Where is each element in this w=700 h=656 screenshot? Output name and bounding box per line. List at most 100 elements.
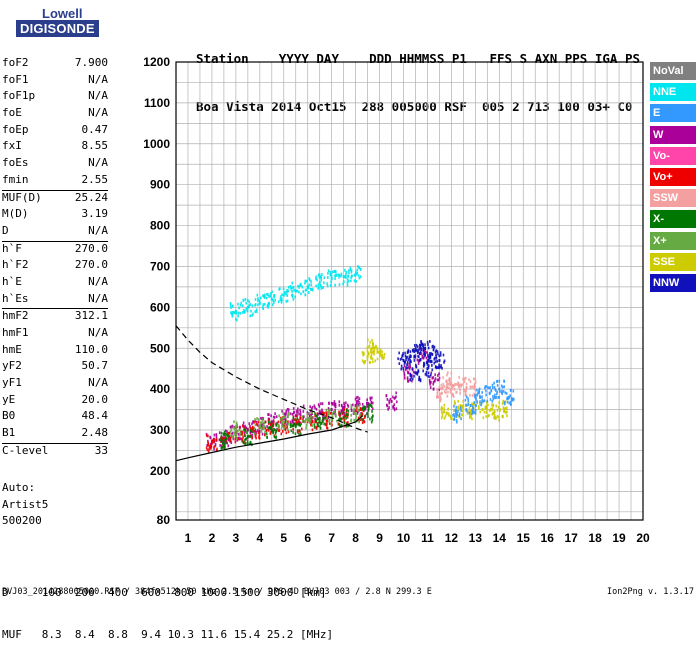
data-point-scatter — [328, 419, 330, 423]
data-point-scatter — [480, 403, 482, 407]
data-point-scatter — [443, 416, 446, 420]
param-value: N/A — [88, 376, 108, 390]
data-point-scatter — [429, 380, 431, 384]
data-point-scatter — [243, 441, 246, 444]
data-point-scatter — [425, 361, 428, 365]
data-point-scatter — [275, 422, 277, 426]
data-point-scatter — [388, 406, 390, 409]
data-point-scatter — [292, 423, 295, 427]
data-point-scatter — [270, 423, 272, 426]
data-point-scatter — [229, 425, 232, 429]
data-point-scatter — [298, 286, 300, 289]
data-point-scatter — [267, 426, 270, 430]
data-point-scatter — [288, 412, 290, 416]
data-point-scatter — [436, 388, 438, 391]
data-point-scatter — [427, 366, 430, 369]
data-point-scatter — [358, 397, 361, 401]
legend-item: SSE — [650, 252, 696, 271]
data-point-scatter — [402, 352, 404, 355]
data-point-scatter — [440, 416, 443, 420]
data-point-scatter — [355, 402, 358, 406]
data-point-scatter — [451, 392, 454, 396]
data-point-scatter — [402, 369, 405, 372]
data-point-scatter — [286, 425, 289, 429]
data-point-scatter — [209, 444, 212, 448]
data-point-scatter — [316, 278, 318, 282]
data-point-scatter — [284, 412, 287, 416]
data-point-scatter — [248, 422, 251, 426]
data-point-scatter — [294, 432, 297, 436]
param-value: 25.24 — [74, 190, 108, 204]
data-point-scatter — [325, 408, 328, 412]
data-point-scatter — [264, 420, 267, 424]
data-point-scatter — [210, 445, 213, 449]
data-point-scatter — [208, 445, 211, 448]
data-point-scatter — [422, 356, 425, 360]
data-point-scatter — [279, 418, 282, 421]
data-point-scatter — [245, 426, 248, 430]
data-point-scatter — [241, 424, 244, 428]
data-point-scatter — [343, 418, 346, 422]
data-point-scatter — [388, 401, 391, 405]
data-point-scatter — [236, 425, 238, 428]
data-point-scatter — [237, 311, 240, 315]
data-point-scatter — [423, 363, 426, 367]
data-point-scatter — [510, 388, 512, 392]
data-point-scatter — [436, 391, 439, 395]
data-point-scatter — [358, 400, 360, 404]
data-point-scatter — [453, 414, 456, 418]
data-point-scatter — [355, 270, 357, 274]
data-point-scatter — [301, 419, 304, 423]
fitted-curve — [175, 415, 364, 462]
data-point-scatter — [401, 354, 404, 358]
data-point-scatter — [477, 405, 480, 408]
data-point-scatter — [429, 356, 431, 360]
param-label: yE — [2, 392, 16, 406]
data-point-scatter — [501, 402, 504, 406]
data-point-scatter — [322, 416, 324, 420]
data-point-scatter — [446, 394, 449, 398]
data-point-scatter — [460, 406, 463, 410]
data-point-scatter — [235, 421, 238, 425]
data-point-scatter — [414, 354, 417, 358]
data-point-scatter — [236, 318, 238, 322]
data-point-scatter — [406, 366, 409, 370]
data-point-scatter — [246, 442, 249, 446]
data-point-scatter — [496, 390, 499, 394]
fitted-curve — [175, 325, 368, 433]
data-point-scatter — [308, 277, 311, 280]
data-point-scatter — [299, 416, 302, 420]
data-point-scatter — [230, 306, 232, 309]
version-label: Ion2Png v. 1.3.17 — [607, 587, 694, 597]
data-point-scatter — [343, 414, 346, 418]
data-point-scatter — [319, 284, 322, 288]
data-point-scatter — [227, 434, 230, 438]
data-point-scatter — [337, 422, 340, 426]
data-point-scatter — [371, 418, 374, 422]
data-point — [282, 420, 285, 424]
data-point-scatter — [234, 440, 237, 444]
data-point-scatter — [338, 283, 341, 287]
data-point-scatter — [345, 401, 347, 405]
data-point-scatter — [440, 397, 442, 401]
x-tick-label: 11 — [421, 531, 434, 545]
data-point-scatter — [371, 339, 373, 342]
data-point-scatter — [254, 298, 257, 301]
data-point-scatter — [474, 411, 477, 415]
data-point-scatter — [359, 418, 362, 422]
data-point-scatter — [243, 431, 246, 435]
data-point-scatter — [370, 351, 373, 355]
data-point-scatter — [363, 352, 365, 356]
data-point-scatter — [368, 344, 371, 348]
x-tick-label: 4 — [256, 531, 263, 545]
data-point-scatter — [461, 383, 464, 387]
data-point-scatter — [321, 286, 324, 289]
data-point-scatter — [503, 385, 506, 389]
data-point-scatter — [498, 395, 500, 399]
data-point-scatter — [355, 280, 357, 283]
param-label: B1 — [2, 426, 16, 440]
data-point-scatter — [352, 409, 355, 413]
data-point — [354, 412, 357, 416]
data-point-scatter — [406, 370, 409, 374]
param-divider — [2, 240, 108, 242]
